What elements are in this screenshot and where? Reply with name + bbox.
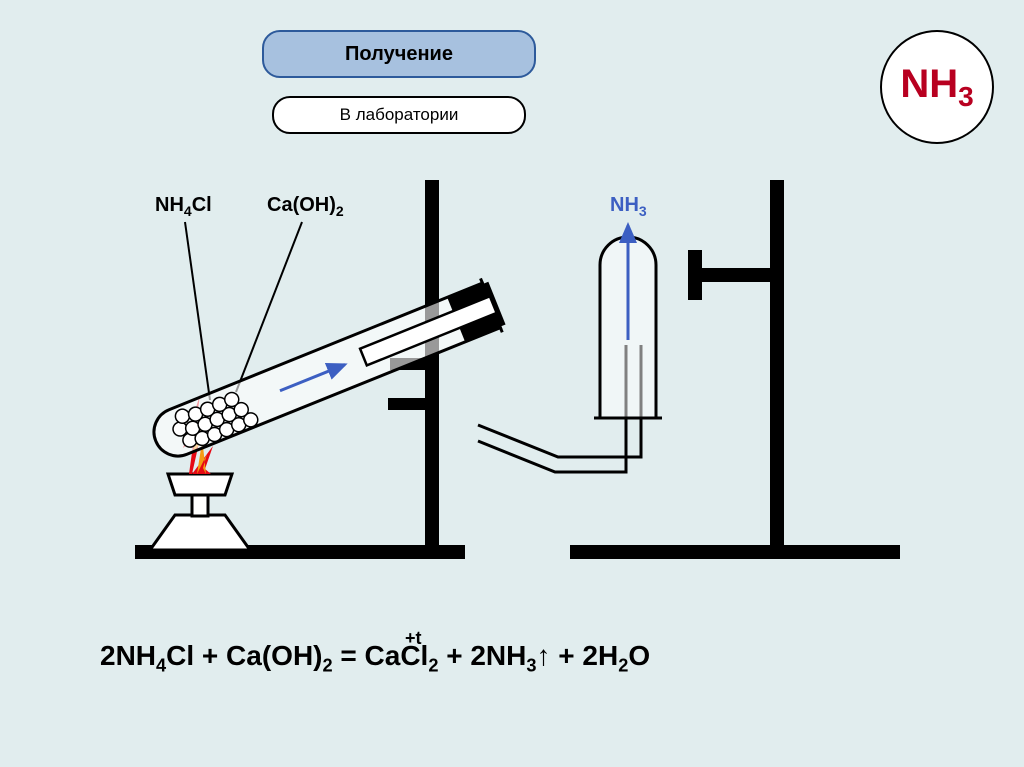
burner-base xyxy=(150,515,250,550)
burner-top xyxy=(168,474,232,495)
pointer-nh4cl xyxy=(185,222,210,400)
heated-tube-group xyxy=(145,276,508,468)
stand2-clamp-grip xyxy=(688,250,702,300)
stand2-base xyxy=(570,545,900,559)
equation: 2NH4Cl + Ca(OH)2 = CaCl2 + 2NH3↑ + 2H2O xyxy=(100,640,650,677)
stand2-pole xyxy=(770,180,784,550)
stand1-clamp-bottom xyxy=(388,398,430,410)
stand2-clamp-arm xyxy=(700,268,775,282)
burner-neck xyxy=(192,494,208,516)
